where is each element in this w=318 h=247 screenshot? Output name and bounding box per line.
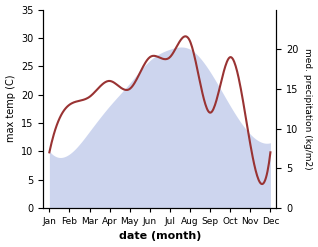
Y-axis label: max temp (C): max temp (C) <box>5 75 16 143</box>
X-axis label: date (month): date (month) <box>119 231 201 242</box>
Y-axis label: med. precipitation (kg/m2): med. precipitation (kg/m2) <box>303 48 313 169</box>
